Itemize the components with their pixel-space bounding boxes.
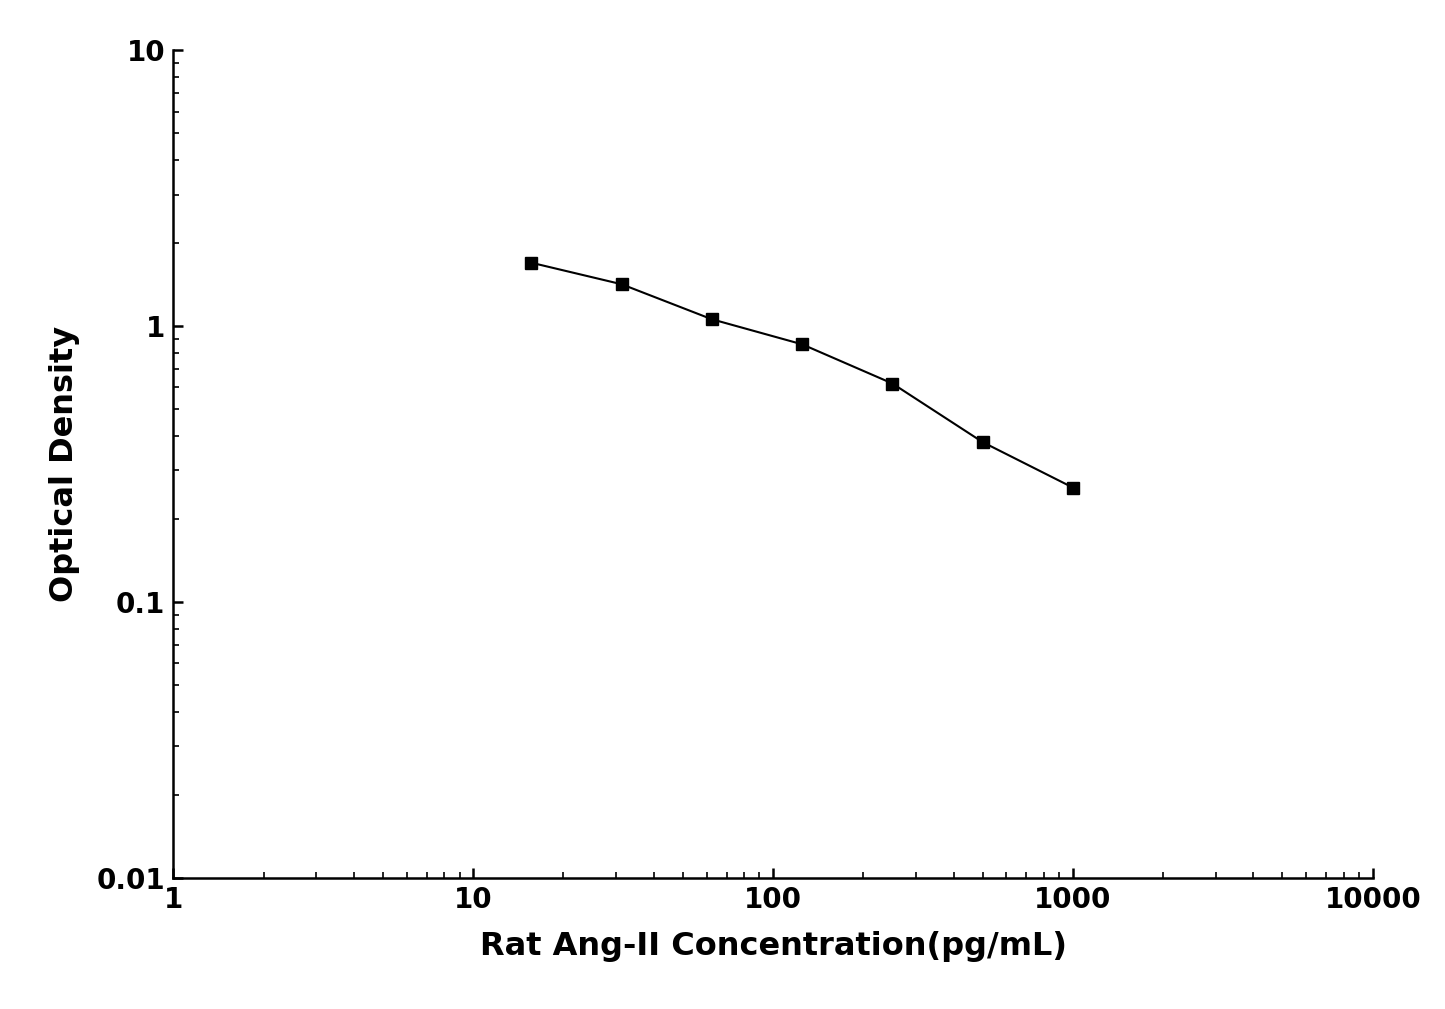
Y-axis label: Optical Density: Optical Density: [49, 326, 79, 602]
X-axis label: Rat Ang-II Concentration(pg/mL): Rat Ang-II Concentration(pg/mL): [480, 931, 1066, 962]
